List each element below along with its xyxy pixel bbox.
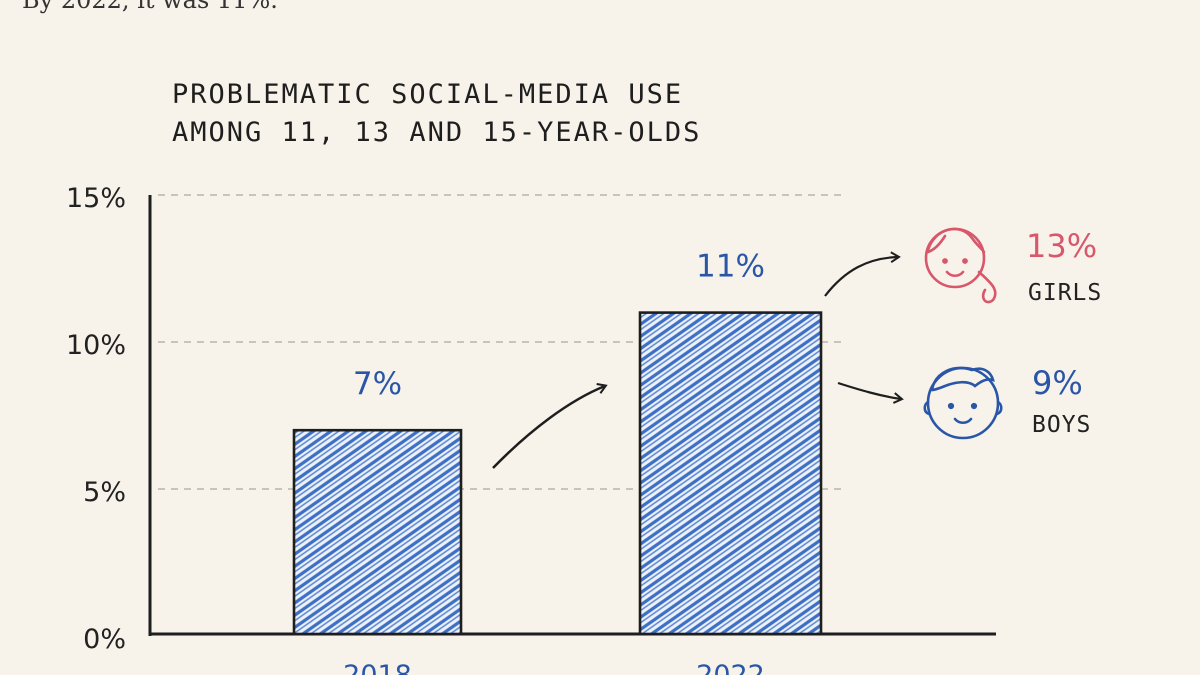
- bar-2018: [292, 428, 463, 636]
- chart-title-line-1: PROBLEMATIC SOCIAL-MEDIA USE: [172, 79, 684, 110]
- y-tick-label: 5%: [83, 477, 126, 508]
- category-label-2022: 2022: [696, 660, 765, 675]
- intro-text: By 2022, it was 11%.: [22, 0, 278, 14]
- girl-face-icon: [924, 227, 997, 304]
- girls-label: GIRLS: [1028, 280, 1102, 306]
- girls-arrow: [824, 251, 901, 297]
- data-label-2018: 7%: [353, 366, 402, 402]
- category-label-2018: 2018: [343, 660, 412, 675]
- y-tick-labels: 0% 5% 10% 15%: [66, 183, 126, 655]
- gridlines: [158, 194, 842, 490]
- data-label-2022: 11%: [696, 249, 765, 285]
- chart-title-line-2: AMONG 11, 13 AND 15-YEAR-OLDS: [172, 117, 702, 148]
- boy-face-icon: [923, 366, 1003, 440]
- y-tick-label: 15%: [66, 183, 126, 214]
- growth-arrow: [492, 382, 608, 469]
- y-tick-label: 0%: [83, 624, 126, 655]
- data-labels: 7% 11%: [353, 249, 765, 403]
- axes: [148, 195, 996, 636]
- boys-label: BOYS: [1032, 412, 1091, 438]
- y-tick-label: 10%: [66, 330, 126, 361]
- bars: [292, 311, 823, 636]
- girls-value: 13%: [1026, 227, 1097, 265]
- boys-arrow: [837, 381, 904, 404]
- chart-title: PROBLEMATIC SOCIAL-MEDIA USE AMONG 11, 1…: [172, 76, 701, 152]
- bar-2022: [638, 311, 823, 636]
- boys-value: 9%: [1032, 364, 1083, 402]
- category-labels: 2018 2022: [343, 660, 765, 675]
